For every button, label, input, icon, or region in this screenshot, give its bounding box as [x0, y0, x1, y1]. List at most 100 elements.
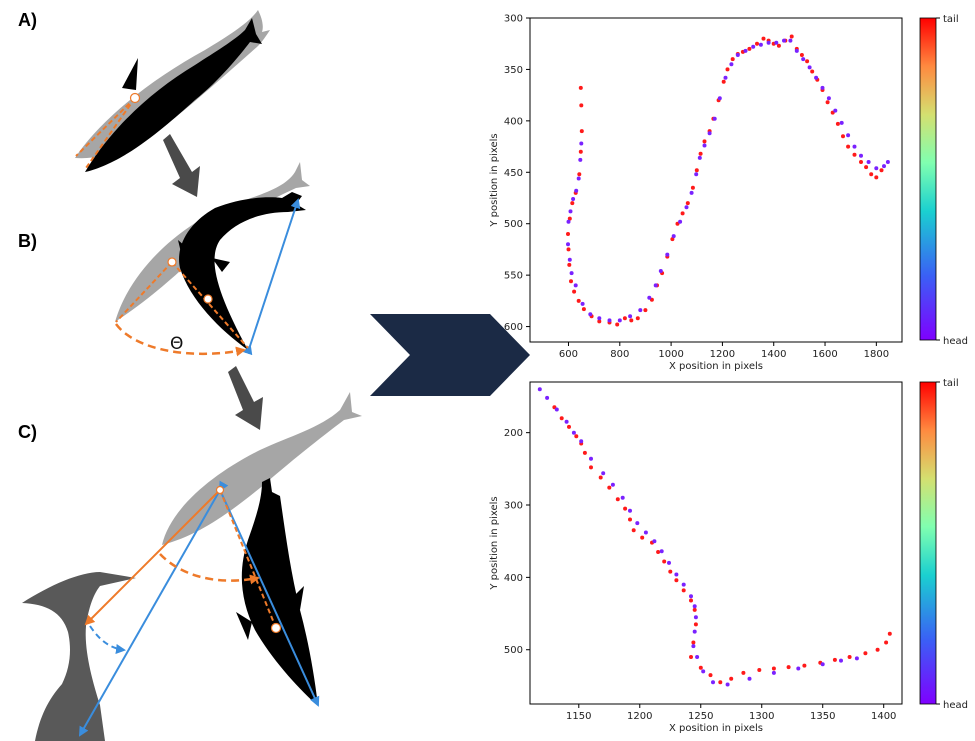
data-point-head	[579, 439, 584, 444]
data-point-head	[566, 219, 571, 224]
chart-2: 1150 1200 1250 1300 1350 1400 200 300 400 500 X po…	[489, 378, 968, 734]
data-point-head	[697, 155, 702, 160]
data-point-head	[628, 508, 632, 513]
data-point-tail	[879, 168, 884, 173]
data-point-head	[885, 160, 890, 164]
data-point-tail	[859, 160, 863, 164]
fin-dark-c	[236, 612, 252, 640]
data-point-head	[711, 680, 715, 685]
data-point-head	[571, 197, 576, 201]
data-point-tail	[835, 121, 840, 126]
data-point-head	[689, 594, 693, 599]
data-point-tail	[757, 668, 762, 672]
data-point-head	[567, 257, 572, 262]
data-point-head	[597, 316, 602, 321]
fin-dark-b2	[212, 258, 230, 272]
colorbar-bottom-label: head	[943, 336, 968, 347]
orange-arc-c	[159, 553, 260, 585]
data-point-head	[729, 62, 734, 67]
data-point-tail	[643, 308, 648, 313]
data-point-tail	[875, 647, 880, 652]
data-point-tail	[628, 517, 632, 522]
data-point-head	[659, 549, 664, 554]
data-point-head	[701, 669, 706, 674]
data-point-head	[807, 65, 812, 70]
data-point-tail	[761, 36, 766, 41]
data-point-head	[564, 419, 569, 424]
data-point-tail	[566, 247, 571, 252]
schematic: A) B) C) Θ	[18, 10, 362, 741]
data-point-tail	[721, 79, 726, 84]
data-point-head	[743, 48, 748, 53]
series-tail	[566, 34, 884, 327]
data-point-tail	[567, 424, 571, 429]
data-point-head	[617, 318, 622, 323]
data-point-tail	[874, 175, 879, 180]
orange-arc-b	[114, 323, 246, 357]
data-point-tail	[725, 67, 730, 72]
data-point-tail	[578, 85, 583, 90]
data-point-tail	[718, 680, 723, 685]
x-tick-label: 800	[610, 349, 629, 360]
data-point-head	[638, 308, 643, 313]
x-tick-label: 1200	[627, 711, 652, 722]
data-point-tail	[847, 655, 852, 659]
data-point-head	[691, 644, 696, 649]
y-tick-label: 550	[504, 271, 523, 282]
chevron-arrow	[370, 314, 530, 396]
y-tick-label: 400	[504, 573, 523, 584]
data-point-head	[766, 40, 771, 45]
data-point-tail	[629, 318, 634, 323]
y-tick-label: 300	[504, 501, 523, 512]
data-point-tail	[825, 100, 830, 105]
data-point-tail	[693, 622, 698, 627]
data-point-tail	[799, 53, 804, 57]
center-point-c1	[215, 485, 225, 495]
data-point-head	[852, 144, 857, 149]
data-point-tail	[623, 506, 628, 511]
blue-arrow-b	[242, 198, 301, 356]
data-point-head	[725, 682, 730, 687]
data-point-head	[573, 283, 578, 288]
series-head	[537, 387, 859, 687]
data-point-tail	[572, 289, 577, 294]
y-tick-label: 600	[504, 322, 523, 333]
data-point-head	[692, 604, 697, 609]
blue-arrow-c1	[79, 480, 229, 737]
data-point-tail	[656, 550, 661, 554]
colorbar-bottom-label: head	[943, 700, 968, 711]
colorbar-top-label: tail	[943, 378, 959, 389]
data-point-tail	[685, 201, 690, 206]
center-point-a	[129, 92, 141, 104]
data-point-head	[537, 387, 542, 392]
fin-dark-b	[178, 240, 192, 265]
data-point-tail	[863, 651, 868, 656]
data-point-head	[571, 430, 576, 435]
data-point-head	[771, 670, 776, 675]
fin-dark-a	[122, 58, 138, 90]
plot-frame	[529, 381, 903, 705]
data-point-tail	[689, 598, 693, 603]
orange-dash-a2	[75, 97, 136, 157]
data-point-tail	[640, 535, 645, 540]
data-point-tail	[579, 129, 584, 134]
data-point-tail	[674, 578, 679, 583]
x-tick-label: 1200	[710, 349, 735, 360]
data-point-head	[758, 42, 763, 47]
colorbar	[919, 17, 937, 341]
x-tick-label: 1400	[871, 711, 896, 722]
data-point-tail	[702, 139, 707, 144]
data-point-head	[707, 131, 712, 136]
orange-arrow-c	[84, 489, 221, 626]
data-point-head	[735, 53, 740, 57]
y-tick-label: 500	[504, 645, 523, 656]
data-point-head	[820, 85, 825, 90]
x-axis-label: X position in pixels	[669, 723, 763, 734]
data-point-head	[554, 407, 559, 412]
data-point-head	[694, 172, 699, 177]
data-point-tail	[776, 43, 781, 48]
data-point-head	[588, 312, 593, 317]
y-tick-label: 300	[504, 14, 523, 25]
y-axis-label: Y position in pixels	[489, 133, 500, 227]
data-point-tail	[581, 307, 586, 312]
